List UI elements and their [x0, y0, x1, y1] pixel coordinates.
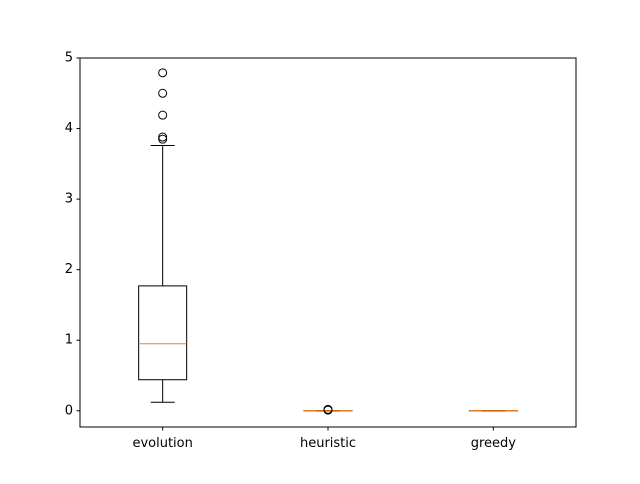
- x-tick-label: evolution: [132, 436, 192, 451]
- y-tick-label: 5: [65, 51, 73, 66]
- x-tick-label: heuristic: [300, 436, 356, 451]
- y-tick-label: 1: [65, 333, 73, 348]
- y-tick-label: 2: [65, 262, 73, 277]
- y-tick-label: 0: [65, 403, 73, 418]
- y-tick-label: 4: [65, 121, 73, 136]
- y-tick-label: 3: [65, 192, 73, 207]
- x-tick-label: greedy: [471, 436, 517, 451]
